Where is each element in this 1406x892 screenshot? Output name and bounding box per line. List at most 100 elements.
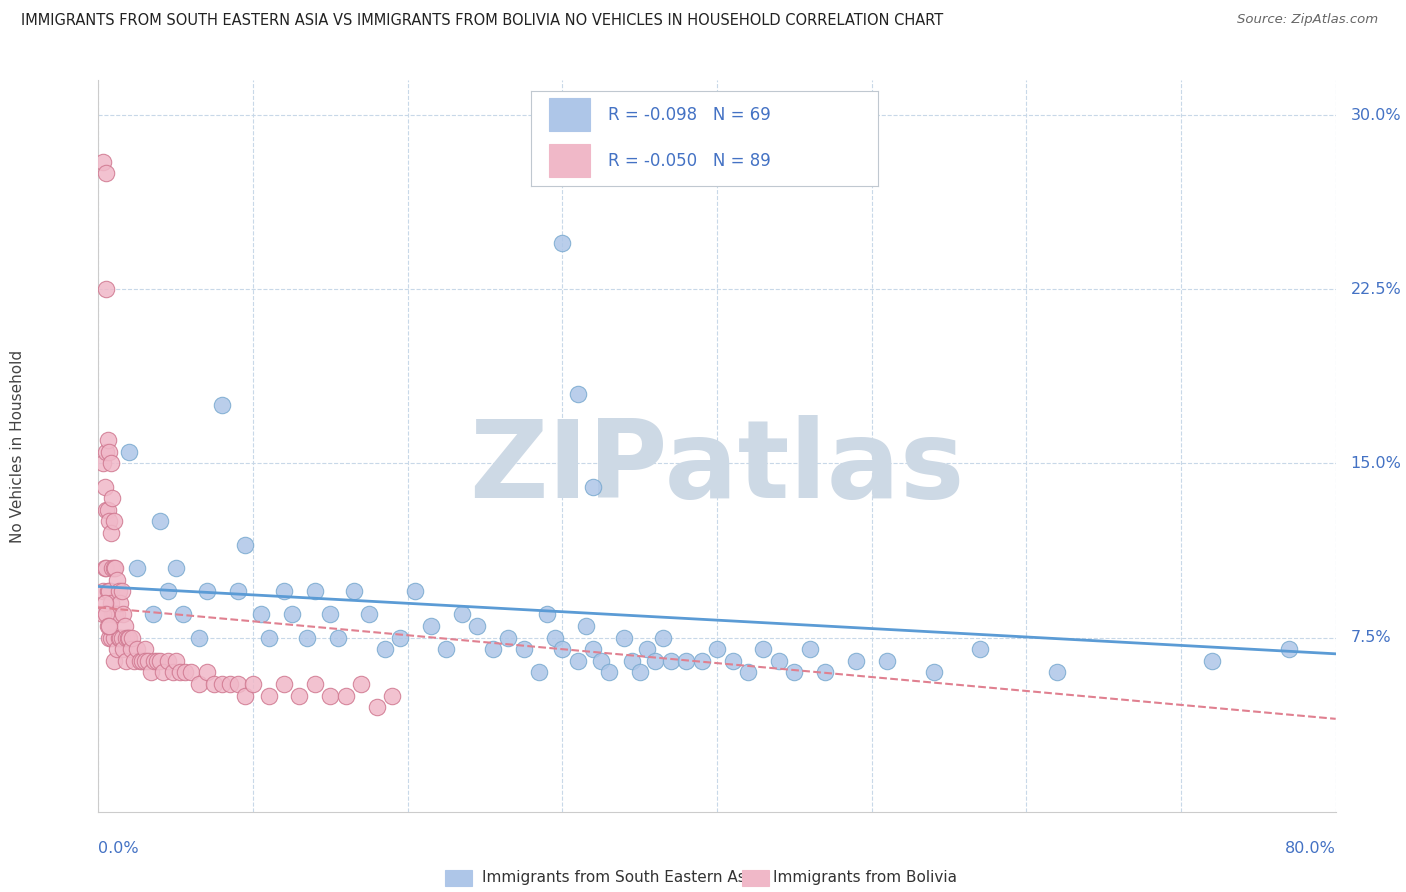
Text: ZIPatlas: ZIPatlas — [470, 415, 965, 521]
Point — [381, 689, 404, 703]
Point — [969, 642, 991, 657]
Point — [690, 654, 713, 668]
Point — [675, 654, 697, 668]
Point — [96, 607, 118, 622]
Point — [1046, 665, 1069, 680]
Point — [233, 538, 257, 552]
Point — [737, 665, 759, 680]
Point — [551, 642, 574, 657]
Point — [304, 584, 326, 599]
Point — [104, 607, 127, 622]
Point — [706, 642, 728, 657]
Point — [91, 457, 114, 471]
Point — [567, 654, 589, 668]
Point — [122, 654, 145, 668]
Point — [107, 631, 129, 645]
Point — [273, 677, 295, 691]
Point — [146, 654, 169, 668]
Point — [768, 654, 790, 668]
Point — [98, 515, 121, 529]
Bar — [444, 870, 472, 886]
Point — [100, 457, 122, 471]
Point — [97, 619, 120, 633]
Point — [118, 631, 141, 645]
Point — [96, 282, 118, 296]
Point — [136, 654, 159, 668]
Point — [436, 642, 458, 657]
Point — [257, 631, 280, 645]
Point — [350, 677, 373, 691]
Point — [121, 631, 143, 645]
Point — [513, 642, 536, 657]
Point — [281, 607, 304, 622]
Point — [134, 654, 156, 668]
Point — [152, 665, 174, 680]
Point — [143, 654, 166, 668]
Point — [127, 561, 149, 575]
Point — [103, 654, 125, 668]
Point — [226, 677, 249, 691]
Point — [498, 631, 520, 645]
Point — [335, 689, 357, 703]
Point — [98, 584, 121, 599]
Point — [357, 607, 380, 622]
Point — [598, 665, 620, 680]
Point — [405, 584, 427, 599]
Point — [108, 631, 131, 645]
Point — [172, 607, 194, 622]
Point — [157, 654, 180, 668]
Point — [543, 631, 565, 645]
Point — [105, 642, 128, 657]
Point — [188, 631, 211, 645]
Point — [799, 642, 821, 657]
Point — [108, 596, 131, 610]
Text: 22.5%: 22.5% — [1351, 282, 1402, 297]
Point — [114, 619, 136, 633]
Point — [103, 631, 125, 645]
Text: 0.0%: 0.0% — [98, 841, 139, 856]
Point — [111, 631, 132, 645]
Point — [273, 584, 295, 599]
Point — [388, 631, 412, 645]
Point — [591, 654, 613, 668]
Text: 15.0%: 15.0% — [1351, 456, 1402, 471]
Point — [1278, 642, 1301, 657]
Text: IMMIGRANTS FROM SOUTH EASTERN ASIA VS IMMIGRANTS FROM BOLIVIA NO VEHICLES IN HOU: IMMIGRANTS FROM SOUTH EASTERN ASIA VS IM… — [21, 13, 943, 29]
Point — [204, 677, 226, 691]
Point — [165, 561, 187, 575]
Point — [536, 607, 558, 622]
Point — [98, 619, 121, 633]
Point — [91, 154, 114, 169]
Point — [211, 398, 233, 412]
Point — [103, 561, 125, 575]
Point — [174, 665, 197, 680]
Point — [257, 689, 280, 703]
Point — [876, 654, 898, 668]
Point — [97, 433, 120, 447]
Point — [450, 607, 472, 622]
Point — [326, 631, 350, 645]
Point — [134, 642, 156, 657]
Point — [226, 584, 249, 599]
Point — [169, 665, 191, 680]
Point — [195, 665, 218, 680]
Point — [319, 607, 342, 622]
Point — [112, 642, 135, 657]
Point — [845, 654, 868, 668]
Point — [419, 619, 441, 633]
Point — [1201, 654, 1223, 668]
Point — [467, 619, 489, 633]
Point — [165, 654, 187, 668]
Point — [195, 584, 218, 599]
Point — [100, 526, 122, 541]
Point — [628, 665, 651, 680]
Point — [112, 607, 135, 622]
Point — [117, 631, 139, 645]
Text: Source: ZipAtlas.com: Source: ZipAtlas.com — [1237, 13, 1378, 27]
Point — [343, 584, 366, 599]
Point — [613, 631, 636, 645]
Point — [319, 689, 342, 703]
Point — [97, 584, 120, 599]
Point — [96, 166, 118, 180]
Point — [104, 561, 127, 575]
